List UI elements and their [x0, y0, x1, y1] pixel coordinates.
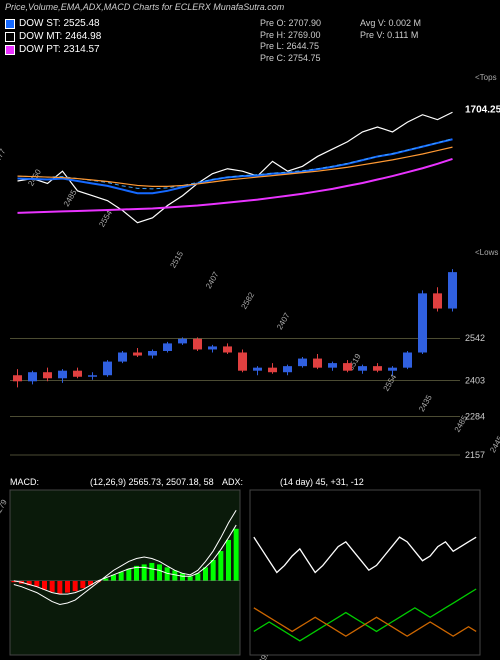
- legend-item: DOW PT: 2314.57: [5, 44, 101, 55]
- macd-hist-bar: [226, 540, 231, 581]
- stat-row: Pre L: 2644.75: [260, 41, 321, 53]
- macd-hist-bar: [73, 581, 78, 591]
- candle-body: [388, 368, 397, 371]
- svg-text:<Lows: <Lows: [475, 248, 498, 257]
- candle-body: [328, 363, 337, 368]
- macd-hist-bar: [119, 572, 124, 581]
- candle-body: [43, 372, 52, 378]
- stat-row: Pre H: 2769.00: [260, 30, 321, 42]
- x-tick-top: 2477: [0, 147, 8, 167]
- macd-hist-bar: [149, 563, 154, 581]
- macd-hist-bar: [57, 581, 62, 594]
- candle-body: [418, 293, 427, 352]
- candle-body: [343, 363, 352, 371]
- legend-item: DOW MT: 2464.98: [5, 31, 101, 42]
- stat-row: Pre V: 0.111 M: [360, 30, 421, 42]
- ema-line: [18, 147, 453, 186]
- adx-panel: [250, 490, 480, 655]
- chart-header-title: Price,Volume,EMA,ADX,MACD Charts for ECL…: [5, 2, 284, 12]
- macd-hist-bar: [218, 551, 223, 581]
- candle-body: [208, 346, 217, 349]
- legend-block: DOW ST: 2525.48 DOW MT: 2464.98 DOW PT: 23…: [5, 18, 101, 57]
- candle-body: [73, 371, 82, 377]
- y-tick: 2284: [465, 411, 485, 421]
- stat-row: Pre O: 2707.90: [260, 18, 321, 30]
- candle-body: [313, 359, 322, 368]
- legend-label: DOW PT: 2314.57: [19, 44, 100, 55]
- y-tick: 2157: [465, 450, 485, 460]
- macd-hist-bar: [42, 581, 47, 590]
- x-tick-top: 2407: [275, 311, 292, 331]
- y-tick: 2403: [465, 375, 485, 385]
- macd-hist-bar: [234, 529, 239, 581]
- chart-canvas: 2554247724502485255425152407258224073519…: [0, 0, 500, 660]
- macd-hist-bar: [180, 573, 185, 580]
- x-tick-top: 2407: [204, 270, 221, 290]
- macd-hist-bar: [50, 581, 55, 592]
- ema-line: [18, 139, 453, 193]
- candle-body: [58, 371, 67, 379]
- macd-params: (12,26,9) 2565.73, 2507.18, 58: [90, 477, 214, 487]
- macd-hist-bar: [65, 581, 70, 593]
- candle-body: [238, 352, 247, 370]
- candle-body: [28, 372, 37, 381]
- ema-line: [18, 112, 453, 222]
- x-tick-top: 2554: [97, 208, 114, 228]
- prev-ohlc-stats: Pre O: 2707.90Pre H: 2769.00Pre L: 2644.…: [260, 18, 321, 65]
- candle-body: [253, 368, 262, 371]
- candle-body: [268, 368, 277, 373]
- legend-label: DOW MT: 2464.98: [19, 31, 101, 42]
- legend-swatch: [5, 32, 15, 42]
- stat-row: Avg V: 0.002 M: [360, 18, 421, 30]
- candle-body: [163, 343, 172, 351]
- y-tick: 2542: [465, 333, 485, 343]
- macd-hist-bar: [211, 560, 216, 581]
- volume-stats: Avg V: 0.002 MPre V: 0.111 M: [360, 18, 421, 41]
- legend-swatch: [5, 45, 15, 55]
- macd-hist-bar: [80, 581, 85, 588]
- macd-hist-bar: [157, 564, 162, 580]
- adx-title: ADX:: [222, 477, 243, 487]
- legend-item: DOW ST: 2525.48: [5, 18, 101, 29]
- legend-swatch: [5, 19, 15, 29]
- x-tick-mid: 2279: [0, 498, 9, 518]
- macd-hist-bar: [188, 576, 193, 580]
- x-tick-top: 2582: [239, 290, 256, 310]
- last-price-label: 1704.25: [465, 104, 500, 115]
- macd-hist-bar: [126, 569, 131, 581]
- macd-hist-bar: [142, 564, 147, 580]
- candle-body: [118, 352, 127, 361]
- adx-params: (14 day) 45, +31, -12: [280, 477, 364, 487]
- legend-label: DOW ST: 2525.48: [19, 18, 100, 29]
- x-tick-top: 2445: [488, 434, 500, 454]
- candle-body: [193, 339, 202, 350]
- x-tick-top: 2435: [417, 393, 434, 413]
- macd-hist-bar: [203, 567, 208, 580]
- stat-row: Pre C: 2754.75: [260, 53, 321, 65]
- candle-body: [88, 375, 97, 377]
- candle-body: [103, 362, 112, 376]
- candle-body: [13, 375, 22, 381]
- x-tick-top: 2485: [62, 188, 79, 208]
- svg-text:<Tops: <Tops: [475, 73, 497, 82]
- candle-body: [433, 293, 442, 308]
- candle-body: [148, 351, 157, 356]
- candle-body: [448, 272, 457, 308]
- x-tick-top: 2515: [168, 249, 185, 269]
- candle-body: [283, 366, 292, 372]
- candle-body: [373, 366, 382, 371]
- candle-body: [223, 346, 232, 352]
- candle-body: [178, 339, 187, 344]
- candle-body: [298, 359, 307, 367]
- candle-body: [133, 352, 142, 355]
- x-tick-top: 2554: [382, 372, 399, 392]
- candle-body: [403, 352, 412, 367]
- macd-title: MACD:: [10, 477, 39, 487]
- candle-body: [358, 366, 367, 371]
- ema-line: [18, 159, 453, 213]
